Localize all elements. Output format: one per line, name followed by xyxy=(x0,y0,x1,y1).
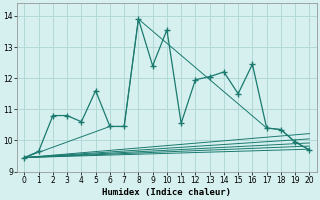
X-axis label: Humidex (Indice chaleur): Humidex (Indice chaleur) xyxy=(102,188,231,197)
